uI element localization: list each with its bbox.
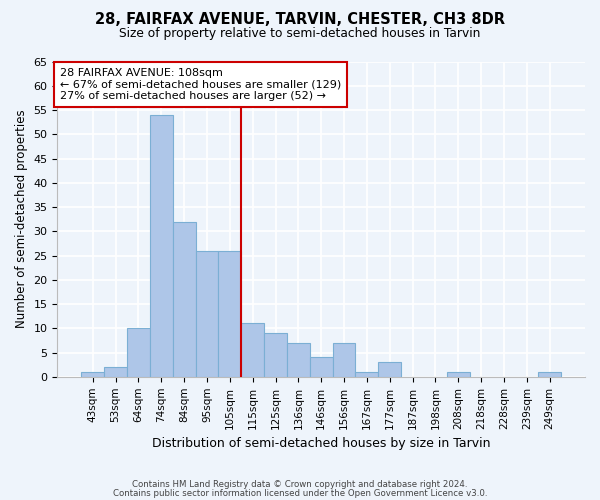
Bar xyxy=(127,328,150,377)
Text: Contains HM Land Registry data © Crown copyright and database right 2024.: Contains HM Land Registry data © Crown c… xyxy=(132,480,468,489)
Bar xyxy=(82,372,104,377)
Bar xyxy=(104,367,127,377)
Bar xyxy=(332,343,355,377)
Bar xyxy=(310,358,332,377)
Text: Contains public sector information licensed under the Open Government Licence v3: Contains public sector information licen… xyxy=(113,488,487,498)
Bar xyxy=(379,362,401,377)
Bar xyxy=(538,372,561,377)
Bar xyxy=(264,333,287,377)
Bar xyxy=(241,324,264,377)
Bar xyxy=(150,115,173,377)
Bar xyxy=(196,250,218,377)
Bar xyxy=(355,372,379,377)
Bar xyxy=(447,372,470,377)
Bar xyxy=(287,343,310,377)
Bar xyxy=(173,222,196,377)
Text: 28 FAIRFAX AVENUE: 108sqm
← 67% of semi-detached houses are smaller (129)
27% of: 28 FAIRFAX AVENUE: 108sqm ← 67% of semi-… xyxy=(60,68,341,101)
X-axis label: Distribution of semi-detached houses by size in Tarvin: Distribution of semi-detached houses by … xyxy=(152,437,490,450)
Text: 28, FAIRFAX AVENUE, TARVIN, CHESTER, CH3 8DR: 28, FAIRFAX AVENUE, TARVIN, CHESTER, CH3… xyxy=(95,12,505,28)
Bar xyxy=(218,250,241,377)
Text: Size of property relative to semi-detached houses in Tarvin: Size of property relative to semi-detach… xyxy=(119,28,481,40)
Y-axis label: Number of semi-detached properties: Number of semi-detached properties xyxy=(15,110,28,328)
